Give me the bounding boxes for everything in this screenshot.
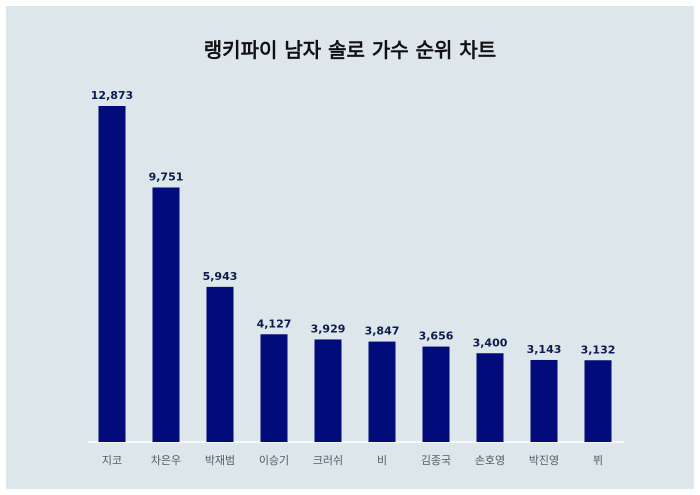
- chart-title: 랭키파이 남자 솔로 가수 순위 차트: [203, 38, 497, 62]
- bar-1: [152, 187, 180, 442]
- value-label-0: 12,873: [91, 89, 133, 102]
- value-label-1: 9,751: [149, 170, 184, 183]
- category-label-8: 박진영: [529, 454, 559, 467]
- bar-7: [476, 353, 504, 442]
- bar-5: [368, 341, 396, 442]
- bar-2: [206, 286, 234, 442]
- bar-8: [530, 359, 558, 442]
- value-label-8: 3,143: [527, 343, 562, 356]
- bar-4: [314, 339, 342, 442]
- value-label-3: 4,127: [257, 317, 292, 330]
- category-label-5: 비: [377, 454, 387, 467]
- value-label-6: 3,656: [419, 330, 454, 343]
- category-label-1: 차은우: [151, 454, 181, 467]
- category-label-2: 박재범: [205, 454, 235, 467]
- category-label-4: 크러쉬: [313, 454, 343, 467]
- value-label-9: 3,132: [581, 343, 616, 356]
- value-label-7: 3,400: [473, 336, 508, 349]
- value-label-4: 3,929: [311, 322, 346, 335]
- value-label-2: 5,943: [203, 270, 238, 283]
- category-label-3: 이승기: [259, 454, 289, 467]
- bar-0: [98, 106, 126, 442]
- value-label-5: 3,847: [365, 325, 400, 338]
- category-label-6: 김종국: [421, 454, 451, 467]
- category-label-9: 뷔: [593, 454, 603, 467]
- bar-9: [584, 360, 612, 442]
- bar-3: [260, 334, 288, 442]
- bar-6: [422, 346, 450, 442]
- category-label-0: 지코: [102, 454, 122, 467]
- category-label-7: 손호영: [475, 454, 505, 467]
